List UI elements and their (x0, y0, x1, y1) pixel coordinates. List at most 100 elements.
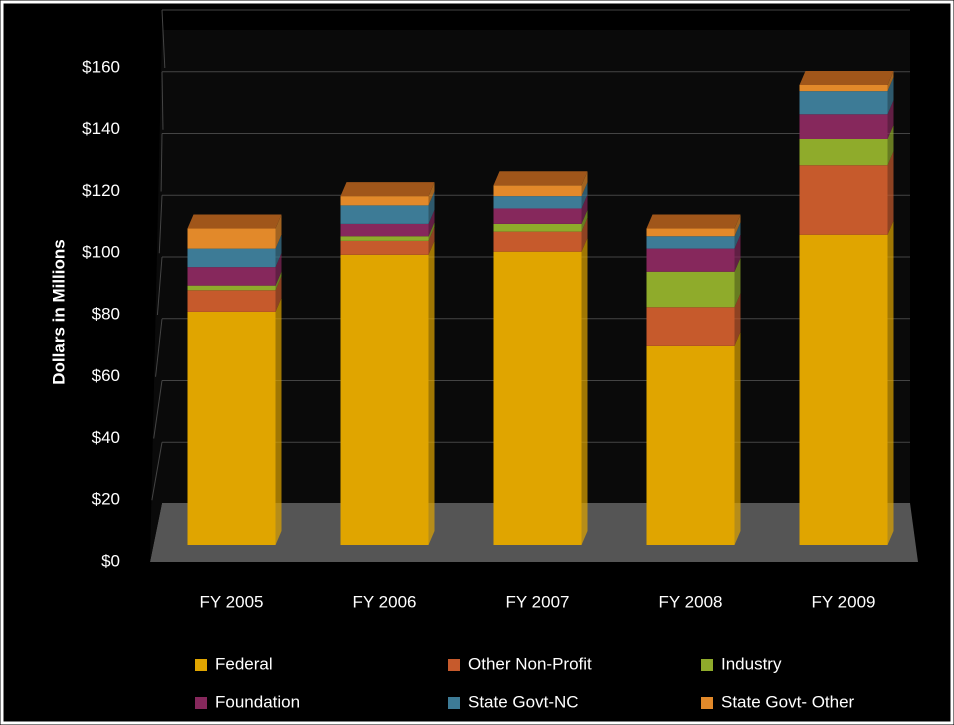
bar-segment (187, 290, 276, 312)
x-tick-label: FY 2009 (812, 592, 876, 611)
bar-segment (646, 228, 735, 237)
bar-side (734, 222, 741, 249)
bar-segment (187, 248, 276, 268)
bar-segment (799, 234, 888, 546)
bar-segment (799, 138, 888, 166)
bar-segment (187, 228, 276, 249)
x-tick-label: FY 2006 (353, 592, 417, 611)
bar-top (187, 214, 282, 229)
y-tick-label: $160 (82, 57, 120, 76)
bar-side (275, 297, 282, 545)
bar-segment (340, 223, 429, 237)
legend-label: Federal (215, 654, 273, 673)
legend-swatch (195, 697, 207, 709)
bar-side (581, 171, 588, 197)
grid-line (160, 133, 163, 192)
bar-side (275, 214, 282, 249)
legend-label: Foundation (215, 692, 300, 711)
bar-side (428, 240, 435, 545)
bar-segment (799, 84, 888, 92)
bar-segment (187, 285, 276, 291)
legend-label: State Govt- Other (721, 692, 855, 711)
bar-segment (493, 251, 582, 545)
bar-side (887, 151, 894, 235)
x-tick-label: FY 2007 (506, 592, 570, 611)
bar-side (887, 220, 894, 546)
bar-segment (187, 267, 276, 286)
bar-segment (340, 205, 429, 224)
legend-label: Other Non-Profit (468, 654, 592, 673)
bar-side (581, 217, 588, 252)
y-tick-label: $60 (92, 366, 120, 385)
bar-side (887, 77, 894, 115)
bar-side (275, 234, 282, 268)
y-tick-label: $120 (82, 181, 120, 200)
y-tick-label: $100 (82, 243, 120, 262)
bar-side (581, 237, 588, 545)
bar-segment (646, 271, 735, 308)
grid-line (155, 318, 163, 377)
y-tick-label: $20 (92, 490, 120, 509)
bar-segment (799, 165, 888, 235)
legend-label: Industry (721, 654, 782, 673)
bar-side (275, 253, 282, 286)
bar-side (581, 182, 588, 209)
x-tick-label: FY 2008 (659, 592, 723, 611)
bar-side (428, 209, 435, 237)
grid-line (156, 256, 163, 316)
grid-line (161, 9, 166, 69)
bar-segment (646, 307, 735, 346)
grid-line (158, 195, 163, 254)
bar-top (493, 171, 588, 186)
bar-side (275, 271, 282, 291)
bar-segment (340, 240, 429, 255)
bar-side (734, 331, 741, 545)
grid-line (161, 71, 164, 130)
grid-line (153, 380, 163, 439)
legend-swatch (448, 659, 460, 671)
y-tick-label: $140 (82, 119, 120, 138)
bar-segment (493, 196, 582, 209)
bar-side (428, 191, 435, 224)
legend-label: State Govt-NC (468, 692, 579, 711)
y-tick-label: $0 (101, 551, 120, 570)
bar-top (646, 214, 741, 229)
bar-side (428, 222, 435, 241)
bar-segment (340, 196, 429, 206)
bar-side (887, 124, 894, 166)
bar-segment (799, 91, 888, 115)
x-tick-label: FY 2005 (200, 592, 264, 611)
legend-swatch (195, 659, 207, 671)
legend-swatch (701, 697, 713, 709)
bar-side (734, 257, 741, 308)
bar-segment (187, 311, 276, 545)
bar-side (887, 100, 894, 139)
legend-swatch (448, 697, 460, 709)
bar-side (734, 214, 741, 237)
bar-top (340, 182, 435, 197)
bar-side (734, 234, 741, 272)
bar-segment (646, 248, 735, 272)
bar-segment (493, 223, 582, 232)
bar-segment (493, 208, 582, 224)
legend-swatch (701, 659, 713, 671)
y-tick-label: $40 (92, 428, 120, 447)
bar-side (581, 194, 588, 224)
bar-segment (340, 236, 429, 241)
y-axis-title: Dollars in Millions (49, 239, 68, 384)
bar-segment (493, 185, 582, 197)
bar-segment (340, 254, 429, 545)
y-tick-label: $80 (92, 304, 120, 323)
bar-top (799, 70, 894, 85)
bar-side (428, 226, 435, 255)
bar-segment (493, 231, 582, 252)
bar-segment (799, 114, 888, 139)
bar-side (275, 276, 282, 312)
bar-segment (646, 236, 735, 249)
grid-line (151, 442, 163, 501)
bar-side (734, 293, 741, 346)
bar-segment (646, 345, 735, 545)
bar-side (887, 70, 894, 92)
